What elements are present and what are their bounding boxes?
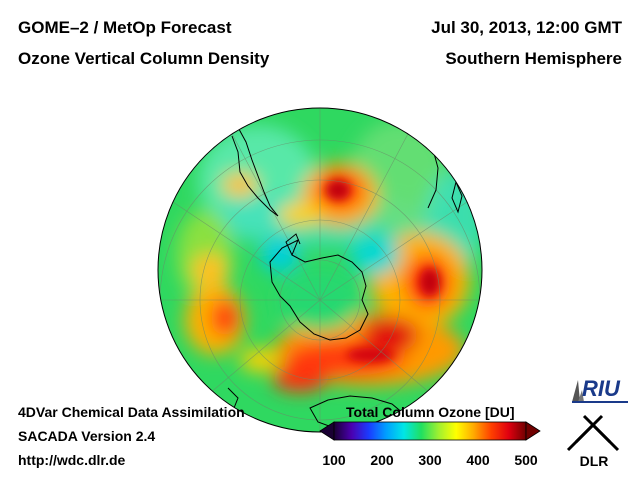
colorbar-tick-100: 100 <box>322 452 346 468</box>
hemisphere-label: Southern Hemisphere <box>445 49 622 68</box>
new-zealand-coastline <box>227 387 239 409</box>
footer-version: SACADA Version 2.4 <box>18 428 156 444</box>
colorbar-high-arrow <box>525 421 541 441</box>
colorbar-gradient <box>333 421 527 441</box>
colorbar-tick-200: 200 <box>370 452 394 468</box>
dlr-logo: DLR <box>566 414 620 469</box>
colorbar-low-arrow <box>319 421 335 441</box>
colorbar-tick-500: 500 <box>514 452 538 468</box>
colorbar-title: Total Column Ozone [DU] <box>346 404 515 420</box>
antarctica-coastline <box>269 238 369 341</box>
colorbar-tick-400: 400 <box>466 452 490 468</box>
riu-logo: RIU <box>572 376 628 403</box>
footer-url[interactable]: http://wdc.dlr.de <box>18 452 126 468</box>
svg-text:DLR: DLR <box>580 453 609 469</box>
forecast-date: Jul 30, 2013, 12:00 GMT <box>431 18 622 37</box>
title-line-1: GOME–2 / MetOp Forecast <box>18 18 232 37</box>
svg-text:RIU: RIU <box>582 376 621 401</box>
globe-outline <box>157 107 483 433</box>
colorbar-tick-300: 300 <box>418 452 442 468</box>
ozone-field <box>158 108 482 432</box>
footer-method: 4DVar Chemical Data Assimilation <box>18 404 245 420</box>
colorbar <box>319 421 541 441</box>
antarctic-peninsula <box>285 233 301 256</box>
south-america-coastline <box>231 119 279 217</box>
title-line-2: Ozone Vertical Column Density <box>18 49 270 68</box>
madagascar-coastline <box>451 180 463 214</box>
